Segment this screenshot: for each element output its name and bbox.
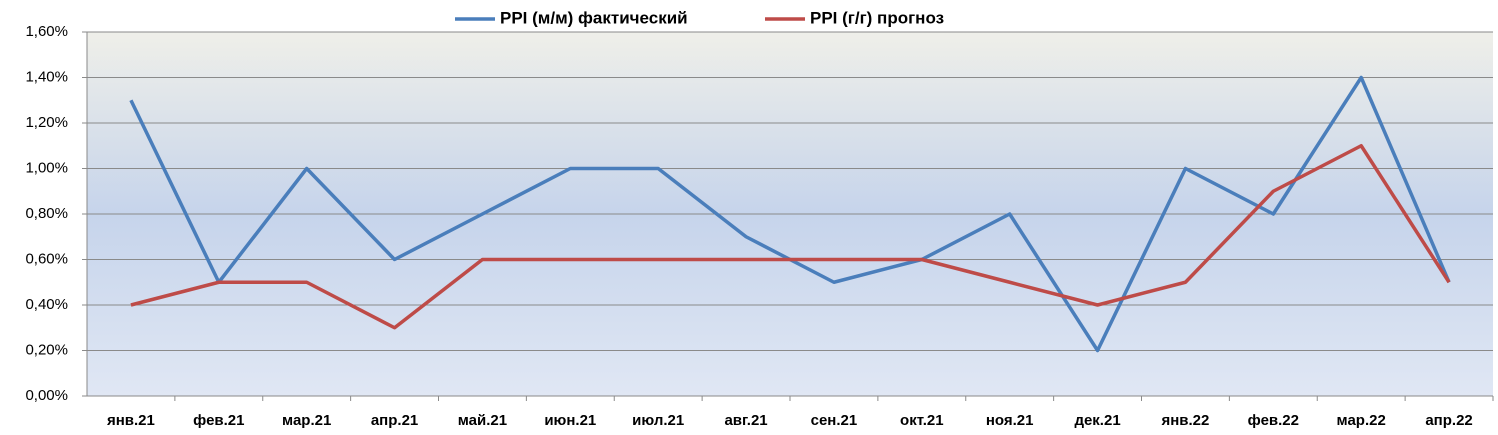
x-tick-label: июн.21	[544, 412, 596, 429]
y-tick-label: 0,00%	[25, 387, 68, 404]
x-tick-label: фев.22	[1248, 412, 1299, 429]
x-tick-label: апр.22	[1425, 412, 1472, 429]
legend-label: PPI (г/г) прогноз	[810, 8, 944, 27]
x-tick-label: дек.21	[1074, 412, 1120, 429]
x-tick-label: фев.21	[193, 412, 244, 429]
x-tick-label: янв.22	[1161, 412, 1209, 429]
series-line	[130, 144, 1451, 330]
x-tick-label: июл.21	[632, 412, 684, 429]
x-tick-label: сен.21	[811, 412, 858, 429]
y-tick-label: 0,60%	[25, 250, 68, 267]
x-tick-label: ноя.21	[986, 412, 1034, 429]
y-tick-label: 1,20%	[25, 114, 68, 131]
y-tick-label: 1,60%	[25, 23, 68, 40]
x-tick-label: авг.21	[724, 412, 767, 429]
y-tick-label: 0,20%	[25, 341, 68, 358]
y-tick-label: 1,00%	[25, 159, 68, 176]
x-tick-label: окт.21	[900, 412, 944, 429]
y-tick-label: 0,80%	[25, 205, 68, 222]
x-tick-label: янв.21	[107, 412, 155, 429]
x-tick-label: мар.22	[1337, 412, 1386, 429]
x-tick-label: мар.21	[282, 412, 331, 429]
legend-label: PPI (м/м) фактический	[500, 8, 688, 27]
x-tick-label: май.21	[458, 412, 507, 429]
y-tick-label: 0,40%	[25, 296, 68, 313]
y-tick-label: 1,40%	[25, 68, 68, 85]
x-tick-label: апр.21	[371, 412, 418, 429]
